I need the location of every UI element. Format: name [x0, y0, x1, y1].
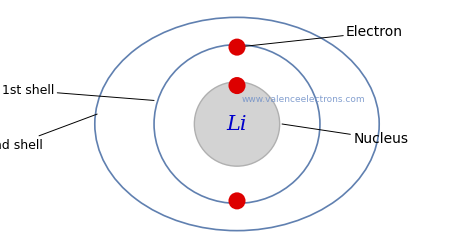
Text: Nucleus: Nucleus — [282, 124, 408, 146]
Text: 2nd shell: 2nd shell — [0, 114, 97, 152]
Ellipse shape — [228, 192, 246, 209]
Ellipse shape — [228, 39, 246, 56]
Text: 1st shell: 1st shell — [2, 84, 154, 100]
Ellipse shape — [194, 82, 280, 166]
Text: Li: Li — [227, 115, 247, 133]
Ellipse shape — [228, 77, 246, 94]
Text: www.valenceelectrons.com: www.valenceelectrons.com — [242, 95, 365, 104]
Text: Electron: Electron — [237, 25, 403, 47]
